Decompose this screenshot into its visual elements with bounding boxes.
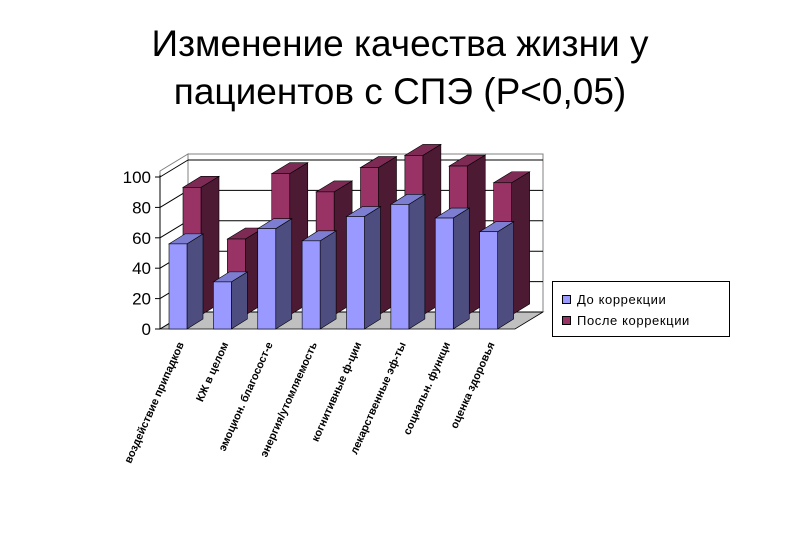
- x-category-label: воздействие припадков: [123, 340, 188, 465]
- bar-side: [275, 218, 293, 330]
- bar-front: [213, 281, 232, 330]
- y-tick-label: 80: [132, 198, 151, 217]
- x-category-label: КЖ в целом: [194, 340, 231, 403]
- bars: [167, 143, 531, 330]
- bar-before: [167, 233, 205, 330]
- legend-swatch-before: [562, 294, 571, 304]
- bar-front: [479, 231, 498, 330]
- bar-side: [497, 221, 514, 330]
- bar-front: [346, 216, 365, 330]
- gridline-side: [159, 159, 189, 178]
- bar-front: [390, 204, 410, 330]
- bar-before: [301, 230, 338, 330]
- title-line-2: пациентов с СПЭ (P<0,05): [173, 71, 627, 112]
- bar-front: [434, 217, 454, 330]
- slide-title: Изменение качества жизни у пациентов с С…: [0, 20, 800, 116]
- y-tick-label: 100: [123, 168, 151, 187]
- bar-front: [301, 240, 321, 330]
- bar-side: [452, 207, 470, 330]
- bar-before: [434, 207, 471, 330]
- legend-swatch-after: [562, 315, 571, 325]
- y-axis-ticks: 0 20 40 60 80 100: [123, 168, 151, 339]
- bar-before: [389, 193, 426, 330]
- bar-before: [212, 271, 249, 330]
- bar-before: [345, 205, 382, 330]
- bar-side: [186, 233, 204, 330]
- bar-side: [408, 193, 426, 330]
- x-category-label: социальн. функци: [401, 340, 453, 436]
- bar-front: [257, 228, 277, 330]
- x-category-label: оценка здоровья: [449, 340, 498, 430]
- bar-side: [364, 205, 381, 330]
- legend: До коррекции После коррекции: [552, 281, 730, 337]
- y-tick-label: 0: [142, 320, 151, 339]
- x-category-label: когнитивные ф-ции: [310, 340, 365, 443]
- bar-front: [168, 243, 188, 330]
- legend-label-before: До коррекции: [577, 291, 667, 307]
- y-tick-label: 60: [132, 229, 151, 248]
- bar-side: [511, 171, 530, 316]
- bar-side: [319, 230, 337, 330]
- y-tick-label: 20: [132, 290, 151, 309]
- bar-before: [478, 221, 515, 330]
- legend-label-after: После коррекции: [577, 312, 690, 328]
- x-axis-labels: воздействие припадков КЖ в целомэмоцион. …: [123, 340, 498, 465]
- y-tick-label: 40: [132, 259, 151, 278]
- legend-item-before: До коррекции: [562, 291, 666, 307]
- legend-item-after: После коррекции: [562, 312, 690, 328]
- title-line-1: Изменение качества жизни у: [151, 23, 649, 64]
- bar-before: [256, 218, 293, 330]
